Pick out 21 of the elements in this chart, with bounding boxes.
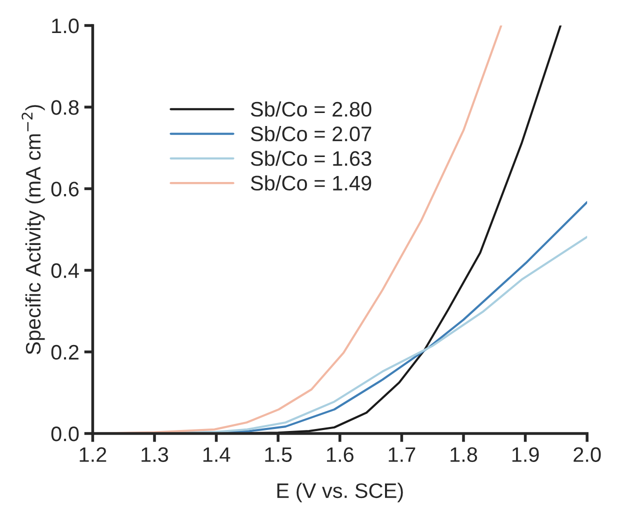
x-tick-label: 1.6 [327, 447, 354, 462]
x-tick-label: 1.8 [450, 447, 478, 462]
legend-label: Sb/Co = 1.49 [250, 175, 372, 191]
y-axis-title: Specific Activity (mA cm$^{−2}$) [22, 105, 45, 354]
x-tick-label: 1.4 [203, 447, 230, 462]
y-tick-label: 0.0 [51, 426, 79, 442]
legend-label: Sb/Co = 1.63 [250, 150, 372, 166]
y-tick-label: 0.4 [51, 263, 79, 278]
x-tick-label: 2.0 [574, 447, 601, 462]
legend-label: Sb/Co = 2.80 [250, 101, 372, 117]
x-tick-label: 1.2 [80, 447, 106, 462]
x-tick-label: 1.9 [512, 447, 539, 462]
x-tick-label: 1.5 [265, 447, 292, 462]
y-tick-label: 0.2 [51, 344, 78, 360]
y-tick-label: 0.6 [51, 182, 79, 196]
y-tick-label: 0.8 [51, 100, 79, 115]
x-tick-label: 1.7 [388, 447, 416, 462]
legend-label: Sb/Co = 2.07 [250, 126, 372, 142]
x-tick-label: 1.3 [142, 447, 168, 462]
x-axis-title: E (V vs. SCE) [277, 482, 403, 502]
y-tick-label: 1.0 [52, 18, 79, 34]
